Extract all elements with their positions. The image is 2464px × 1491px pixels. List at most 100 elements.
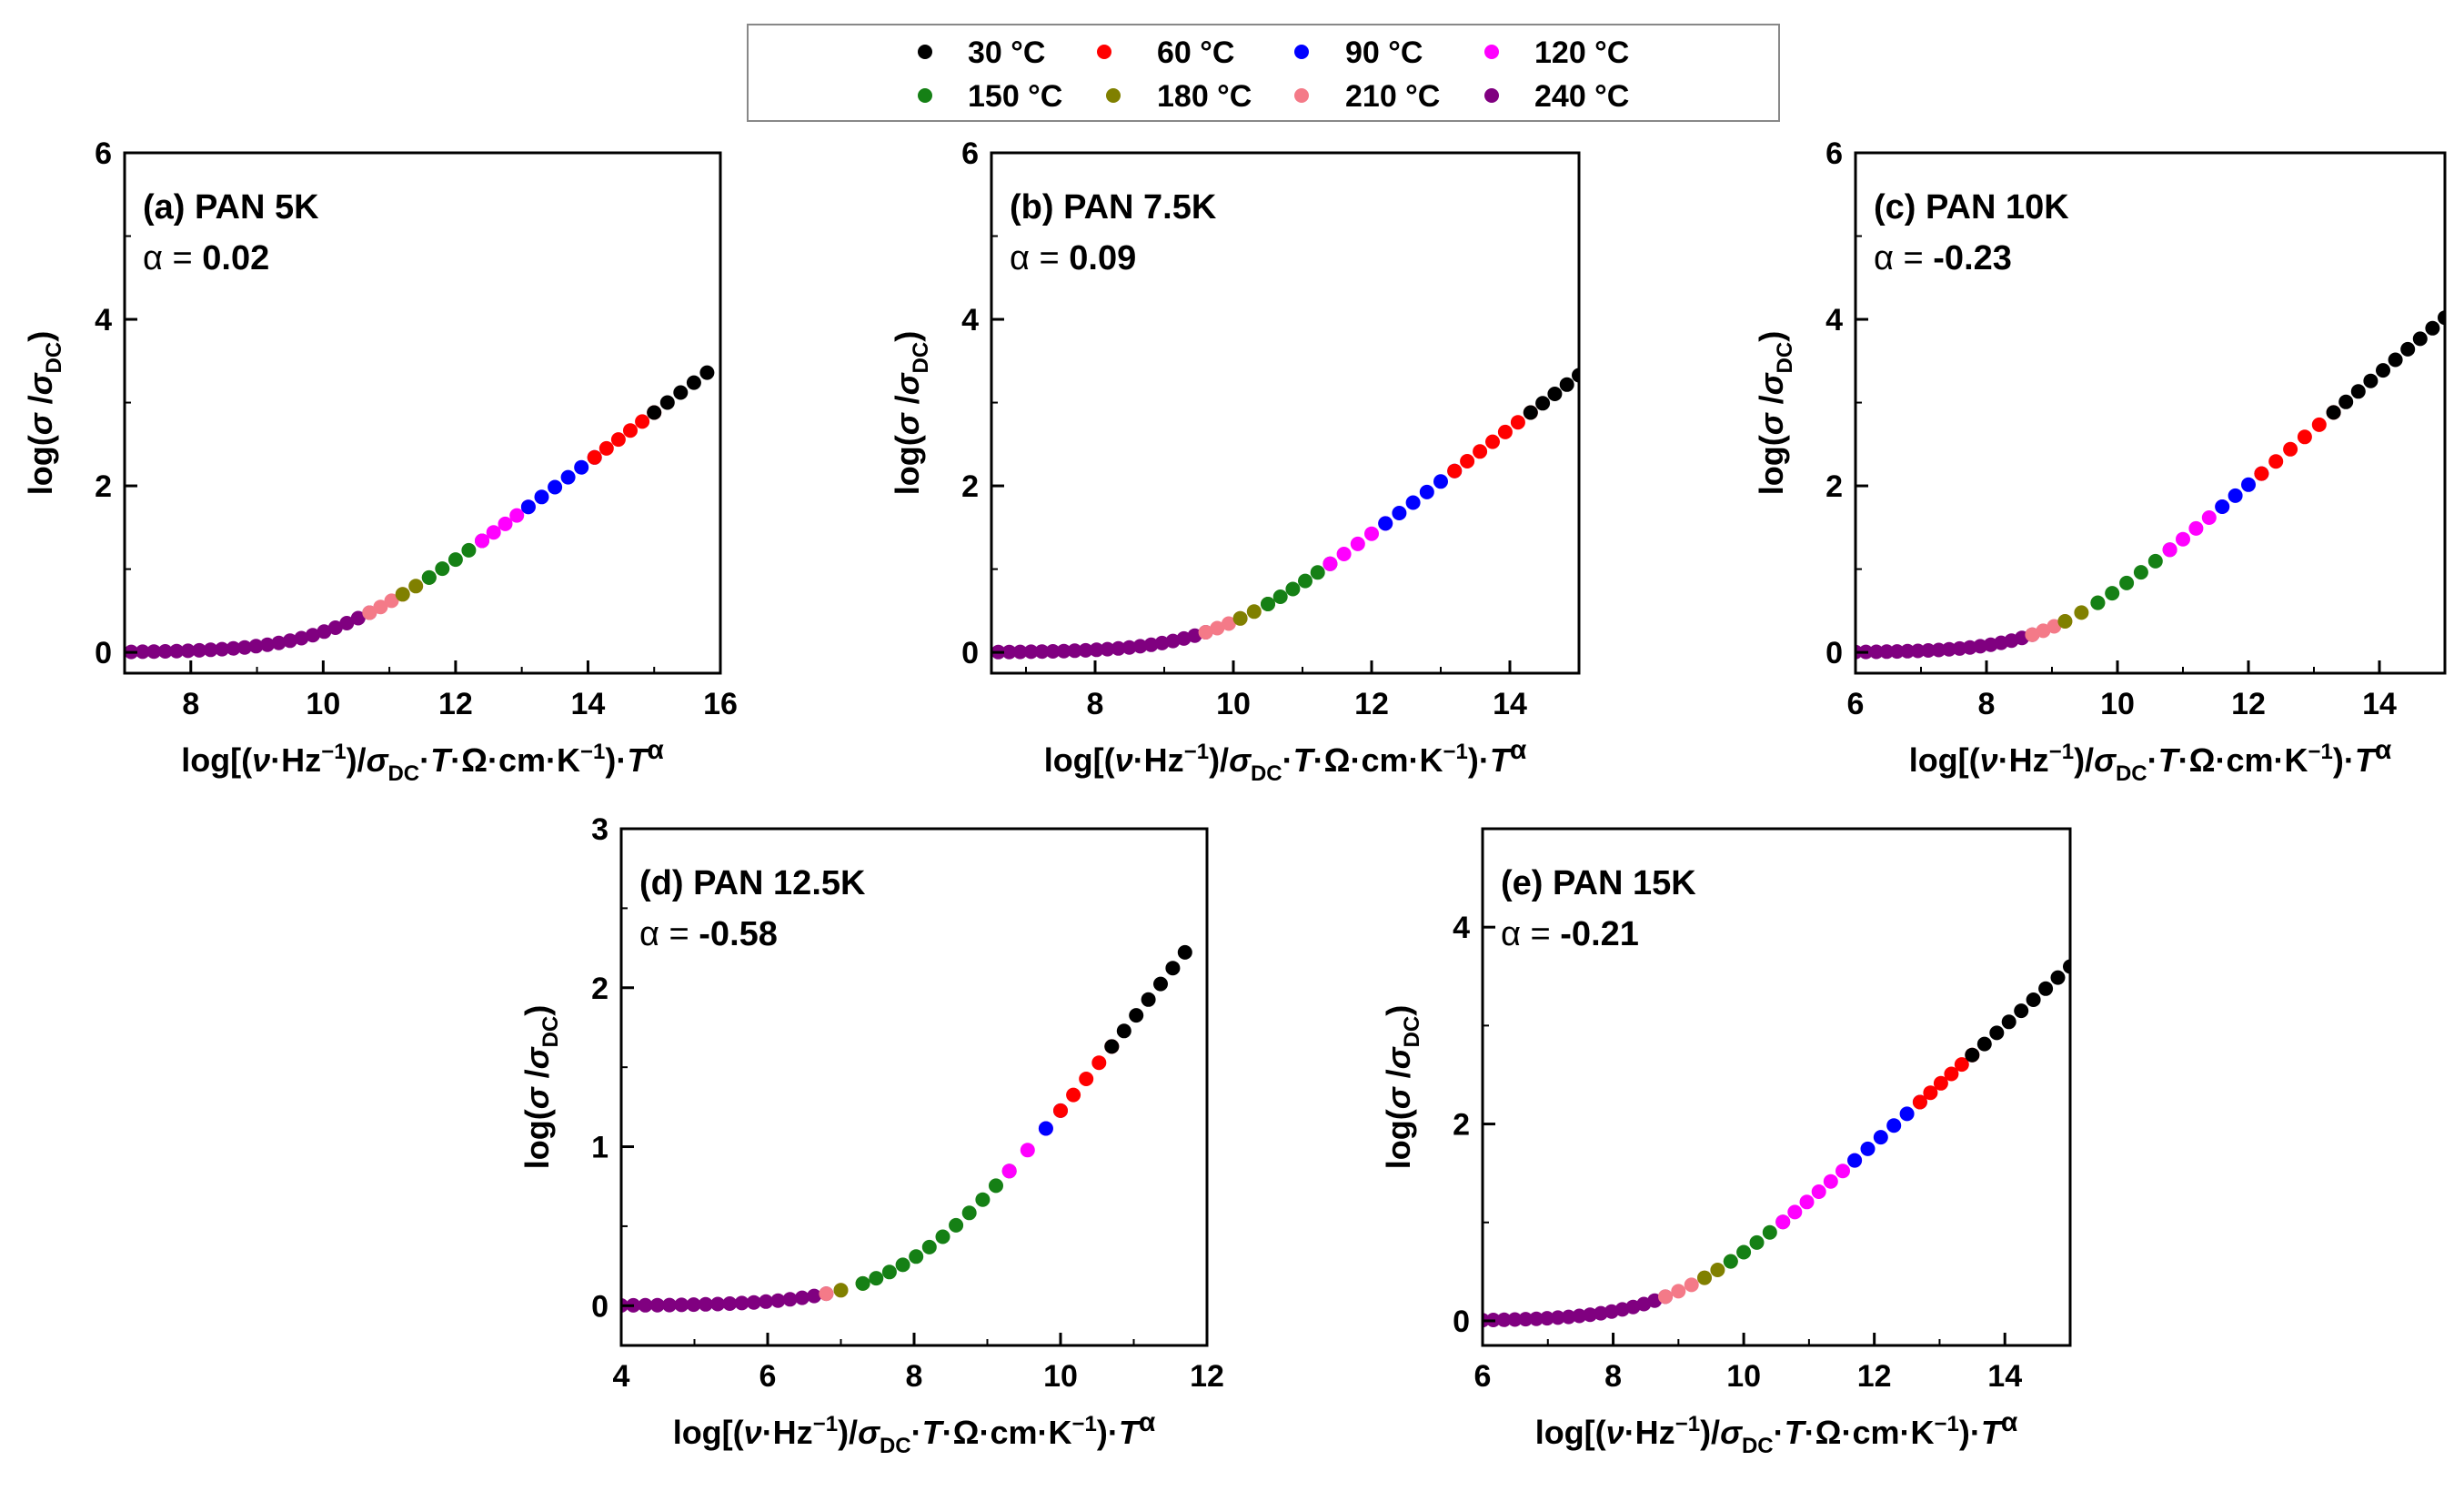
data-point [989,1178,1003,1194]
x-tick-label: 8 [1604,1359,1622,1394]
legend-entry-2: 90 °C [1294,35,1423,70]
data-point [1232,610,1248,626]
y-tick-label: 0 [961,636,979,670]
data-point [1364,526,1379,541]
data-point [961,1205,977,1221]
panel-title-b: (b) PAN 7.5K [1010,188,1217,227]
x-tick-label: 14 [571,687,606,721]
y-tick-label: 0 [591,1289,608,1324]
panel-e: 6 8 10 12 14 0 2 4 log[(ν·Hz−1)/σDC·T·Ω·cm·K−1)·… [1380,827,2072,1458]
data-point [2241,477,2256,492]
data-point [833,1283,849,1298]
data-point [1261,597,1275,611]
data-point [1045,644,1061,659]
data-point [248,639,264,654]
legend-marker-6 [1294,88,1309,103]
panel-title-e: (e) PAN 15K [1501,864,1696,902]
data-point [855,1275,870,1291]
series-e-7 [1965,959,2070,1063]
x-tick-label: 8 [1978,687,1996,721]
data-point [659,395,675,410]
data-point [2311,417,2327,432]
data-point [1460,454,1475,468]
data-point [1561,1309,1576,1325]
alpha-label-e: α = -0.21 [1501,915,1639,953]
data-point [1889,644,1905,660]
y-tick-label: 2 [591,972,608,1006]
data-point [305,628,320,643]
y-tick-label: 0 [95,636,112,670]
data-point [1910,643,1926,659]
legend-marker-5 [1106,88,1121,103]
data-point [2388,352,2403,368]
data-point [2425,320,2440,336]
data-point [2162,542,2177,558]
y-tick-label: 4 [1453,911,1470,945]
data-point [2047,619,2062,634]
data-point [1141,992,1156,1007]
data-point [2283,441,2298,457]
series-a-7 [647,365,715,420]
data-point [1873,1130,1888,1145]
x-tick-label: 8 [906,1359,923,1394]
data-point [686,1297,701,1313]
legend-entry-1: 60 °C [1097,35,1234,70]
legend-entry-3: 120 °C [1484,35,1629,70]
data-point [1787,1204,1803,1220]
y-tick-label: 4 [961,303,979,337]
x-tick-label: 16 [703,687,738,721]
x-axis-label: log[(ν·Hz−1)/σDC·T·Ω·cm·K−1)·Tα [1535,1407,2018,1458]
data-point [1143,637,1159,652]
series-c-7 [2326,310,2445,420]
data-point [819,1286,834,1302]
legend-marker-4 [918,88,932,103]
data-point [1868,644,1884,660]
x-tick-label: 12 [1354,687,1389,721]
data-point [282,633,297,649]
data-point [1066,1087,1081,1103]
y-tick-label: 2 [961,469,979,504]
y-tick-label: 2 [1825,469,1843,504]
data-point [2063,959,2070,974]
data-point [1535,396,1551,411]
data-point [1433,474,1448,489]
alpha-label-b: α = 0.09 [1010,239,1136,277]
data-point [146,644,162,660]
data-point [1749,1234,1765,1250]
data-point [2036,623,2051,639]
data-point [1089,642,1104,658]
x-tick-label: 4 [613,1359,630,1394]
x-tick-label: 6 [759,1359,777,1394]
data-point [807,1288,822,1304]
y-axis-label: log(σ /σDC) [518,1005,563,1169]
plot-frame-a [123,151,722,675]
x-tick-label: 10 [306,687,340,721]
data-point [1323,556,1338,571]
data-point [1104,1039,1120,1054]
x-tick-label: 12 [438,687,473,721]
data-point [2201,510,2217,525]
data-point [1923,1085,1938,1101]
data-point [1038,1121,1053,1136]
y-tick-label: 6 [961,136,979,171]
x-axis-label: log[(ν·Hz−1)/σDC·T·Ω·cm·K−1)·Tα [1044,735,1527,786]
data-point [1187,628,1202,643]
data-point [1594,1305,1608,1321]
panel-a: 8 10 12 14 16 0 2 4 6 log[(ν·Hz−1)/σDC·T·Ω·cm·K−1… [22,136,738,786]
data-point [2338,394,2354,409]
data-point [2215,499,2230,514]
panel-title-c: (c) PAN 10K [1874,188,2069,227]
data-point [699,365,715,380]
y-axis-label: log(σ /σDC) [1380,1005,1424,1169]
data-point [1886,1118,1902,1133]
data-point [317,624,332,640]
data-point [1001,1164,1017,1179]
data-point [1350,536,1365,551]
x-tick-label: 8 [1087,687,1104,721]
y-tick-label: 6 [95,136,112,171]
data-point [1020,1143,1035,1158]
plot-area-e [1483,959,2070,1328]
data-point [1091,1055,1107,1071]
y-tick-label: 4 [95,303,112,337]
